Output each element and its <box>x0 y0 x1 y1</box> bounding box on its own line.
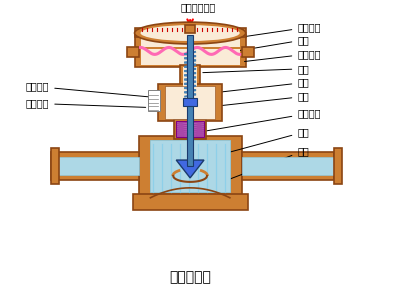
Bar <box>139 136 242 196</box>
Text: 行程指针: 行程指针 <box>26 82 154 97</box>
Bar <box>134 28 246 37</box>
Bar <box>242 152 334 180</box>
Bar <box>51 148 59 184</box>
Text: 推杆: 推杆 <box>201 78 309 94</box>
Text: 密封填料: 密封填料 <box>207 108 321 131</box>
Text: 行程刻度: 行程刻度 <box>26 98 145 108</box>
Bar <box>183 98 197 106</box>
Bar <box>185 25 195 33</box>
Bar <box>187 35 193 166</box>
Bar <box>334 148 342 184</box>
Text: 弹簧: 弹簧 <box>203 64 309 74</box>
Text: 气动薄膜阀: 气动薄膜阀 <box>169 270 211 284</box>
Bar <box>242 47 254 57</box>
Bar <box>141 49 240 65</box>
Text: 膜室上腔: 膜室上腔 <box>245 22 321 37</box>
Bar <box>158 84 222 121</box>
Bar <box>150 140 230 192</box>
Ellipse shape <box>134 22 246 44</box>
Text: 阀芯: 阀芯 <box>207 127 309 158</box>
Bar <box>180 65 200 106</box>
Bar <box>134 35 246 67</box>
Text: 阀座: 阀座 <box>215 146 309 185</box>
Text: 膜片: 膜片 <box>240 35 309 50</box>
Bar <box>176 121 204 137</box>
Bar <box>51 152 139 180</box>
Bar <box>183 67 197 105</box>
Bar <box>51 157 139 175</box>
Text: 压力信号入口: 压力信号入口 <box>180 2 216 12</box>
Ellipse shape <box>141 25 240 41</box>
Bar <box>127 47 139 57</box>
Polygon shape <box>176 160 204 178</box>
Text: 阀杆: 阀杆 <box>198 91 309 108</box>
Bar <box>174 119 206 139</box>
Bar <box>141 35 240 47</box>
Bar <box>133 194 248 210</box>
Bar <box>148 90 160 111</box>
Text: 膜室下腔: 膜室下腔 <box>245 49 321 62</box>
Bar <box>242 157 334 175</box>
Bar <box>165 86 215 119</box>
